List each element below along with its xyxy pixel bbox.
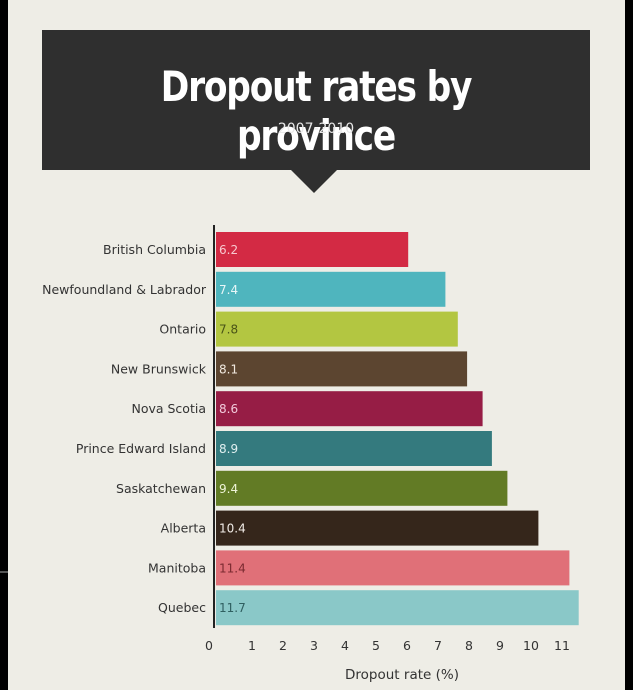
chart-title: Dropout rates by province (160, 62, 473, 160)
bars-group: British Columbia 6.2 Newfoundland & Labrad… (42, 232, 579, 626)
category-label: British Columbia (103, 242, 206, 257)
bar (216, 232, 409, 267)
bar (216, 271, 446, 307)
title-banner: Dropout rates by province 2007-2010 (42, 30, 590, 170)
banner-pointer (291, 170, 337, 193)
category-label: Quebec (158, 600, 206, 615)
bar (216, 470, 508, 506)
bar (216, 550, 570, 586)
data-label: 6.2 (219, 243, 238, 257)
x-tick-label: 3 (310, 638, 318, 653)
category-label: Alberta (161, 521, 206, 536)
x-tick-label: 11 (554, 638, 570, 653)
x-tick-label: 10 (523, 638, 539, 653)
data-label: 7.8 (219, 323, 238, 337)
bar (216, 311, 458, 347)
x-axis-ticks: 0 1 2 3 4 5 6 7 8 9 10 11 (205, 638, 570, 653)
x-tick-label: 9 (496, 638, 504, 653)
x-tick-label: 8 (465, 638, 473, 653)
x-tick-label: 2 (279, 638, 287, 653)
data-label: 7.4 (219, 283, 238, 297)
x-tick-label: 7 (434, 638, 442, 653)
bar (216, 431, 492, 466)
x-tick-label: 6 (403, 638, 411, 653)
data-label: 8.1 (219, 362, 238, 376)
category-label: Ontario (159, 322, 206, 337)
data-label: 8.6 (219, 402, 238, 416)
category-label: Nova Scotia (131, 401, 206, 416)
data-label: 10.4 (219, 522, 246, 536)
x-tick-label: 0 (205, 638, 213, 653)
bar (216, 510, 539, 546)
category-label: New Brunswick (111, 361, 207, 376)
data-label: 11.4 (219, 561, 246, 575)
category-label: Saskatchewan (116, 481, 206, 496)
category-label: Prince Edward Island (76, 441, 206, 456)
bar (216, 351, 468, 387)
bar (216, 391, 483, 427)
category-label: Newfoundland & Labrador (42, 282, 207, 297)
data-label: 9.4 (219, 482, 238, 496)
x-axis-label: Dropout rate (%) (345, 667, 459, 683)
x-tick-label: 5 (372, 638, 380, 653)
edge-line (0, 571, 8, 573)
x-tick-label: 1 (248, 638, 256, 653)
data-label: 8.9 (219, 442, 238, 456)
x-tick-label: 4 (341, 638, 349, 653)
category-label: Manitoba (148, 560, 206, 575)
bar (216, 590, 579, 626)
data-label: 11.7 (219, 601, 246, 615)
chart-subtitle: 2007-2010 (277, 121, 355, 137)
